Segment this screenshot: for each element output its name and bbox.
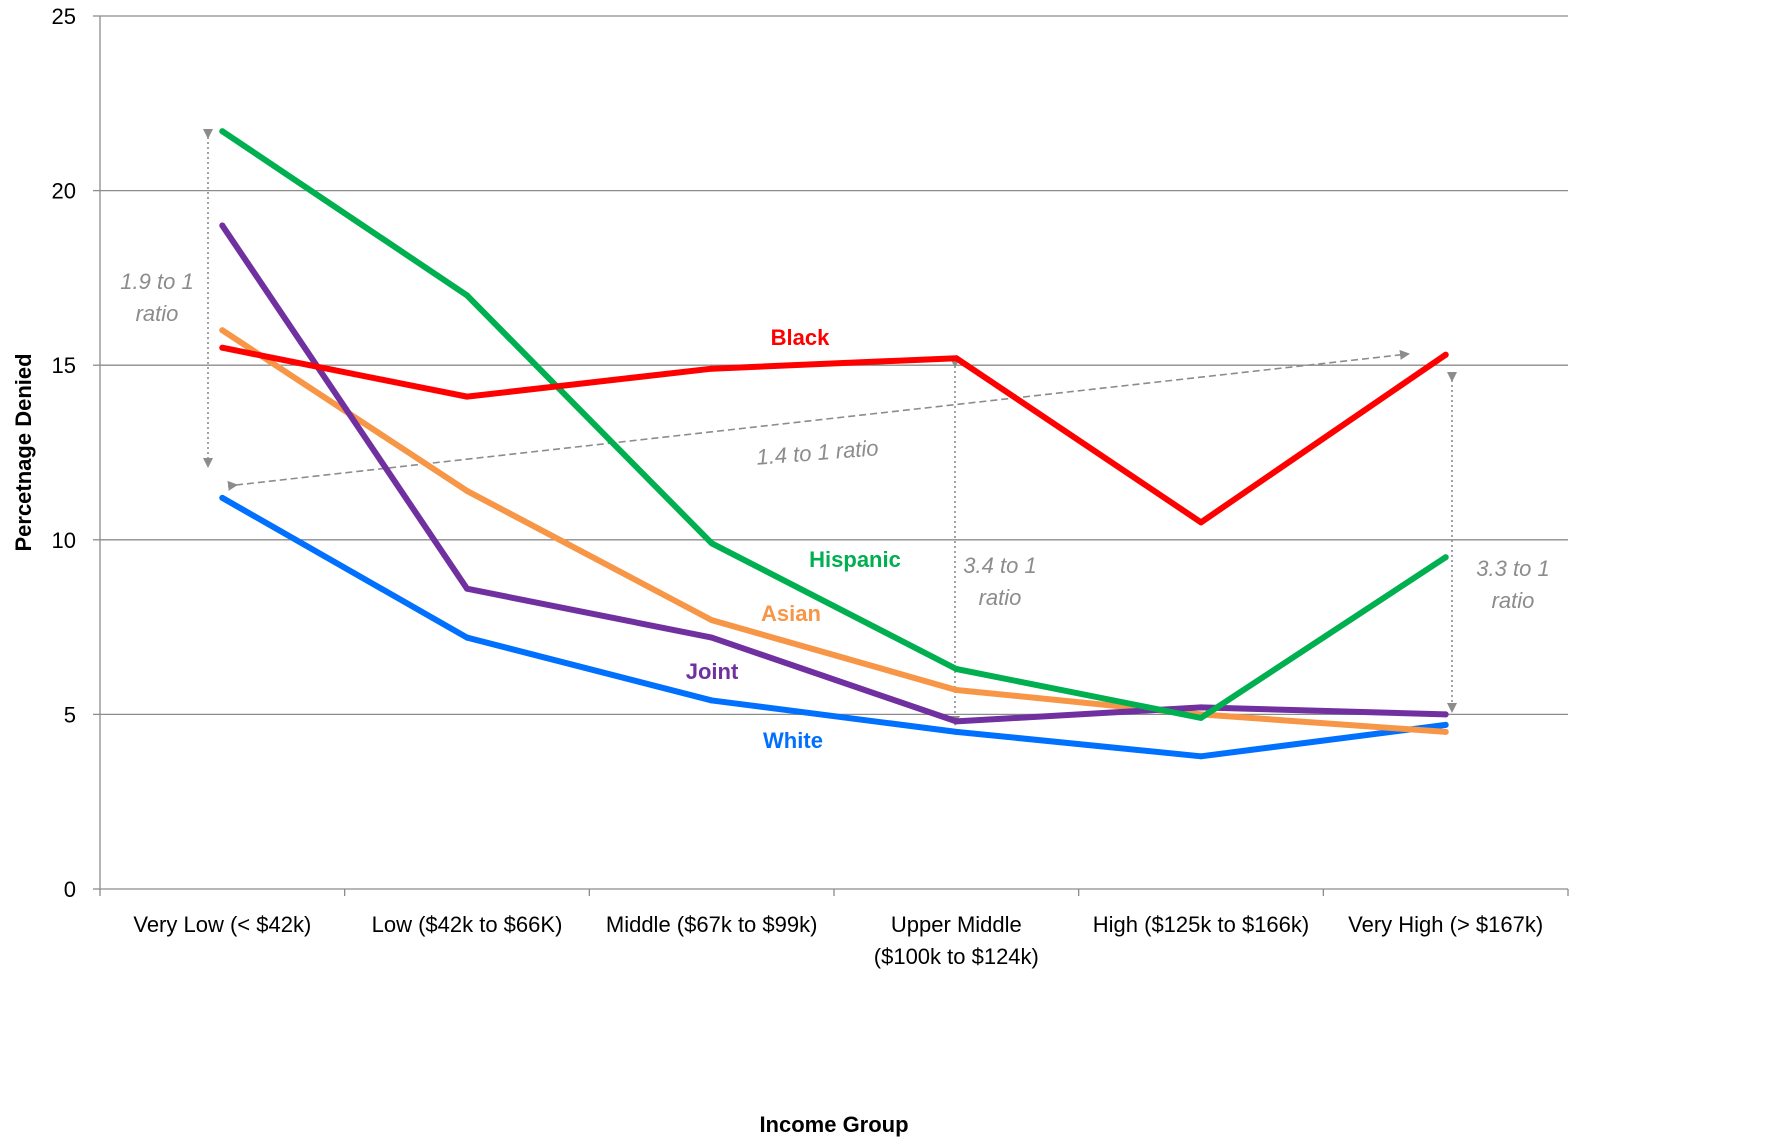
data-point-joint — [219, 222, 226, 229]
x-tick-label-line: Upper Middle — [891, 912, 1022, 937]
data-point-joint — [708, 634, 715, 641]
data-point-joint — [1198, 704, 1204, 711]
data-point-hispanic — [219, 128, 226, 135]
ratio-annotation-text: 1.4 to 1 ratio — [755, 435, 879, 470]
series-line-asian — [219, 327, 1449, 735]
data-point-black — [1198, 519, 1204, 526]
x-tick-label: Very High (> $167k) — [1348, 912, 1543, 937]
y-tick-label: 20 — [52, 179, 76, 204]
data-point-black — [464, 393, 470, 400]
y-tick-label: 10 — [52, 528, 76, 553]
axes: 0 5 10 15 20 25 Very Low (< $42k) Low ($42k to … — [52, 4, 1569, 969]
y-tick-label: 5 — [64, 702, 76, 727]
series-label-white: White — [763, 728, 823, 753]
series-line-white — [219, 494, 1449, 760]
series-label-asian: Asian — [761, 601, 821, 626]
ratio-arrow-diagonal — [227, 349, 1410, 491]
x-tick-label: Very Low (< $42k) — [133, 912, 311, 937]
data-point-white — [953, 728, 960, 735]
data-point-black — [1442, 351, 1449, 358]
data-point-black — [708, 365, 715, 372]
data-point-asian — [219, 327, 226, 334]
ratio-annotation-text: 3.4 to 1 ratio — [963, 553, 1036, 610]
data-point-joint — [1442, 711, 1449, 718]
data-point-hispanic — [1442, 554, 1449, 561]
x-tick-label-line: High ($125k to $166k) — [1093, 912, 1309, 937]
x-tick-label-line: Very High (> $167k) — [1348, 912, 1543, 937]
data-point-joint — [464, 585, 470, 592]
x-tick-label: Upper Middle ($100k to $124k) — [874, 912, 1039, 969]
y-axis-title: Percetnage Denied — [11, 353, 36, 551]
series-line-hispanic — [219, 128, 1449, 721]
ratio-annotation-line: ratio — [136, 301, 179, 326]
data-point-white — [708, 697, 715, 704]
ratio-annotation-text: 3.3 to 1 ratio — [1476, 556, 1549, 613]
x-axis-title: Income Group — [759, 1112, 908, 1137]
data-point-black — [953, 355, 960, 362]
data-point-joint — [953, 718, 960, 725]
ratio-annotation-line: 1.9 to 1 — [120, 269, 193, 294]
y-tick-label: 15 — [52, 353, 76, 378]
data-point-black — [219, 344, 226, 351]
x-tick-label-line: Very Low (< $42k) — [133, 912, 311, 937]
series-labels: Black Hispanic Asian Joint White — [686, 325, 901, 753]
series-line-black — [219, 344, 1449, 526]
data-point-white — [1442, 721, 1449, 728]
y-tick-label: 0 — [64, 877, 76, 902]
data-point-asian — [953, 686, 960, 693]
data-point-white — [464, 634, 470, 641]
ratio-annotation-line: 3.3 to 1 — [1476, 556, 1549, 581]
data-point-white — [219, 494, 226, 501]
series-line-joint — [219, 222, 1449, 725]
ratio-annotation-line: 1.4 to 1 ratio — [755, 435, 879, 470]
series-label-joint: Joint — [686, 659, 739, 684]
x-tick-label: Low ($42k to $66K) — [372, 912, 563, 937]
series-label-hispanic: Hispanic — [809, 547, 901, 572]
x-tick-label-line: ($100k to $124k) — [874, 944, 1039, 969]
x-tick-label: High ($125k to $166k) — [1093, 912, 1309, 937]
data-point-asian — [708, 617, 715, 624]
data-point-asian — [464, 487, 470, 494]
ratio-annotation-text: 1.9 to 1 ratio — [120, 269, 193, 326]
series-lines — [219, 128, 1449, 760]
data-point-hispanic — [464, 292, 470, 299]
data-point-hispanic — [953, 666, 960, 673]
y-tick-label: 25 — [52, 4, 76, 29]
ratio-annotation-line: 3.4 to 1 — [963, 553, 1036, 578]
data-point-hispanic — [1198, 714, 1204, 721]
x-tick-label-line: Middle ($67k to $99k) — [606, 912, 818, 937]
ratio-annotation-line: ratio — [1492, 588, 1535, 613]
x-tick-label-line: Low ($42k to $66K) — [372, 912, 563, 937]
series-label-black: Black — [771, 325, 830, 350]
data-point-asian — [1442, 728, 1449, 735]
data-point-white — [1198, 753, 1204, 760]
x-tick-label: Middle ($67k to $99k) — [606, 912, 818, 937]
data-point-hispanic — [708, 540, 715, 547]
ratio-annotation-line: ratio — [979, 585, 1022, 610]
